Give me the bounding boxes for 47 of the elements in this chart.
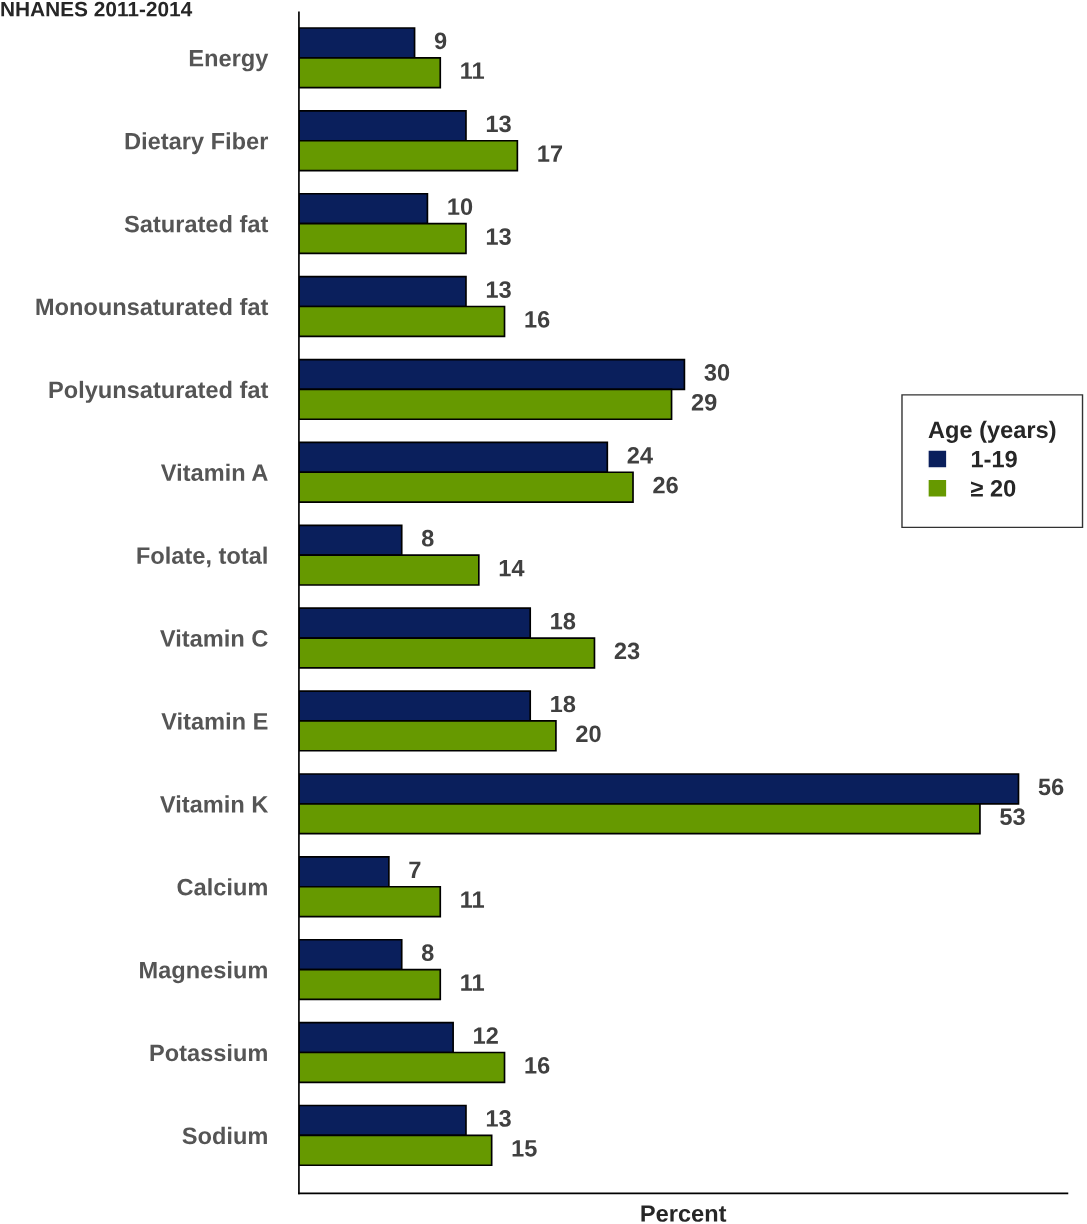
data-label: 10 — [448, 198, 473, 216]
y-tick-label: Potassium — [150, 1043, 267, 1062]
data-label: 56 — [1038, 778, 1064, 796]
y-tick-label: Vitamin A — [160, 463, 268, 482]
data-label: 13 — [486, 281, 511, 298]
data-label: 29 — [691, 393, 717, 411]
data-label: 15 — [512, 1140, 537, 1157]
y-tick-label: Saturated fat — [124, 215, 269, 233]
y-tick-label: Vitamin K — [160, 795, 269, 813]
y-tick-label: Sodium — [182, 1126, 267, 1145]
y-tick-label: Energy — [189, 50, 269, 72]
data-label: 13 — [486, 1110, 511, 1127]
data-label: 13 — [486, 115, 511, 133]
x-axis-title: Percent — [641, 1205, 727, 1222]
data-label: 23 — [614, 642, 640, 660]
y-tick-label: Magnesium — [140, 961, 267, 984]
y-tick-label: Vitamin C — [160, 629, 268, 647]
data-label: 24 — [627, 446, 653, 464]
data-label: 20 — [576, 725, 601, 743]
data-label: 8 — [421, 944, 434, 962]
y-tick-label: Monounsaturated fat — [36, 297, 269, 316]
data-label: 26 — [653, 476, 678, 494]
data-label: 12 — [474, 1027, 498, 1044]
legend-label: ≥ 20 — [971, 479, 1016, 497]
data-label: 53 — [1000, 808, 1025, 826]
legend-title: Age (years) — [928, 420, 1056, 443]
data-label: 17 — [538, 145, 563, 162]
data-label: 11 — [461, 974, 485, 991]
y-tick-label: Dietary Fiber — [125, 132, 269, 155]
data-label: 11 — [461, 891, 485, 908]
data-label: 14 — [499, 559, 525, 577]
data-label: 9 — [434, 32, 447, 50]
data-label: 8 — [421, 529, 434, 547]
y-tick-label: Folate, total — [137, 546, 267, 568]
data-label: 18 — [551, 695, 576, 713]
data-label: 16 — [525, 1057, 550, 1074]
y-tick-label: Calcium — [177, 878, 267, 896]
data-label: 13 — [486, 228, 511, 245]
text: NHANES 2011-2014 — [1, 1, 193, 17]
y-tick-label: Vitamin E — [161, 712, 268, 730]
data-label: 16 — [525, 311, 550, 328]
data-label: 11 — [461, 62, 485, 79]
data-label: 7 — [409, 861, 421, 878]
y-tick-label: Polyunsaturated fat — [49, 380, 269, 403]
data-label: 18 — [551, 612, 576, 630]
legend-label: 1-19 — [971, 450, 1017, 468]
data-label: 30 — [704, 364, 730, 381]
